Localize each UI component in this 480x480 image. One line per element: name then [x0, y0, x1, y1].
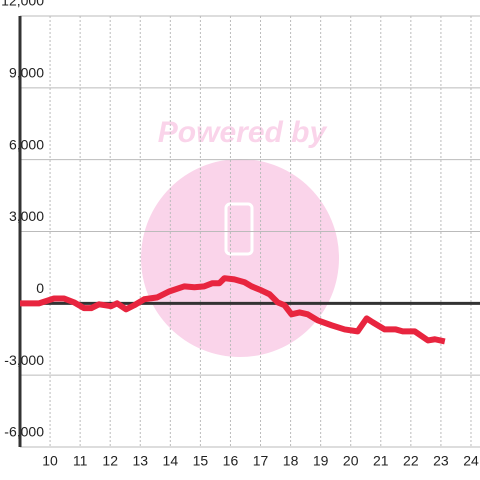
x-tick-label: 17 — [253, 453, 269, 469]
x-tick-label: 12 — [102, 453, 118, 469]
x-tick-label: 24 — [463, 453, 479, 469]
data-line — [20, 275, 446, 345]
y-tick-label: 3,000 — [9, 208, 44, 224]
y-tick-label: -6,000 — [4, 424, 44, 440]
x-tick-label: 22 — [403, 453, 419, 469]
watermark-icon — [224, 202, 254, 256]
x-tick-label: 18 — [283, 453, 299, 469]
x-tick-label: 20 — [343, 453, 359, 469]
x-tick-label: 14 — [163, 453, 179, 469]
y-tick-label: 9,000 — [9, 65, 44, 81]
y-tick-label: 0 — [36, 280, 44, 296]
x-tick-label: 21 — [373, 453, 389, 469]
watermark-text: Powered by — [158, 116, 328, 149]
x-tick-label: 11 — [73, 453, 88, 469]
x-tick-label: 13 — [132, 453, 148, 469]
x-tick-label: 23 — [433, 453, 449, 469]
y-tick-label: 12,000 — [1, 0, 44, 9]
x-tick-label: 19 — [313, 453, 329, 469]
y-tick-label: -3,000 — [4, 352, 44, 368]
x-tick-label: 10 — [42, 453, 58, 469]
x-tick-label: 15 — [193, 453, 209, 469]
y-tick-label: 6,000 — [9, 136, 44, 152]
x-tick-label: 16 — [223, 453, 239, 469]
